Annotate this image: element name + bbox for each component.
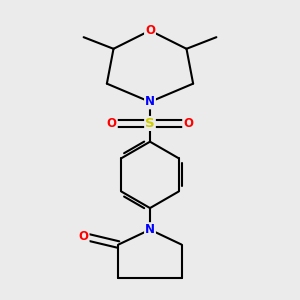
Text: N: N xyxy=(145,223,155,236)
Text: O: O xyxy=(107,117,117,130)
Text: O: O xyxy=(79,230,88,243)
Text: N: N xyxy=(145,95,155,108)
Text: S: S xyxy=(145,117,155,130)
Text: O: O xyxy=(145,24,155,37)
Text: O: O xyxy=(183,117,193,130)
